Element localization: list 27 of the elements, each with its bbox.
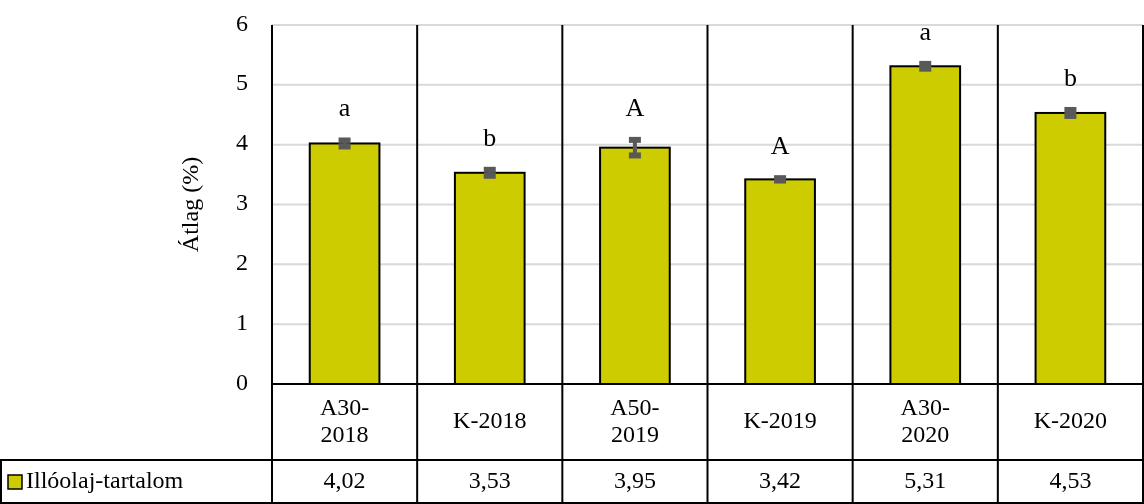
legend-label: Illóolaj-tartalom [26, 466, 184, 493]
y-tick-label: 2 [236, 248, 248, 275]
y-axis-title: Átlag (%) [176, 156, 203, 253]
y-tick-label: 5 [236, 69, 248, 96]
data-label: 4,53 [1049, 466, 1092, 493]
annotation: a [919, 16, 932, 46]
x-tick-label: K-2020 [1033, 406, 1108, 433]
data-label: 3,53 [468, 466, 511, 493]
y-tick-label: 1 [236, 308, 248, 335]
annotation: b [483, 122, 497, 152]
x-tick-label: K-2018 [453, 406, 527, 433]
x-tick-label: A50-2019 [610, 393, 660, 447]
data-label: 3,42 [759, 466, 802, 493]
x-tick-label: A30-2018 [319, 393, 370, 447]
annotation: a [338, 93, 351, 123]
x-tick-label: K-2019 [743, 406, 817, 433]
data-label: 3,95 [613, 466, 656, 493]
annotation: A [770, 131, 790, 161]
data-label: 4,02 [323, 466, 366, 493]
y-tick-label: 0 [236, 368, 248, 395]
data-label: 5,31 [904, 466, 947, 493]
annotation: b [1063, 62, 1077, 92]
x-tick-label: A30-2020 [900, 393, 950, 447]
y-tick-label: 3 [236, 189, 248, 216]
y-tick-label: 6 [236, 9, 248, 36]
y-tick-label: 4 [236, 129, 248, 156]
annotation: A [625, 92, 645, 122]
